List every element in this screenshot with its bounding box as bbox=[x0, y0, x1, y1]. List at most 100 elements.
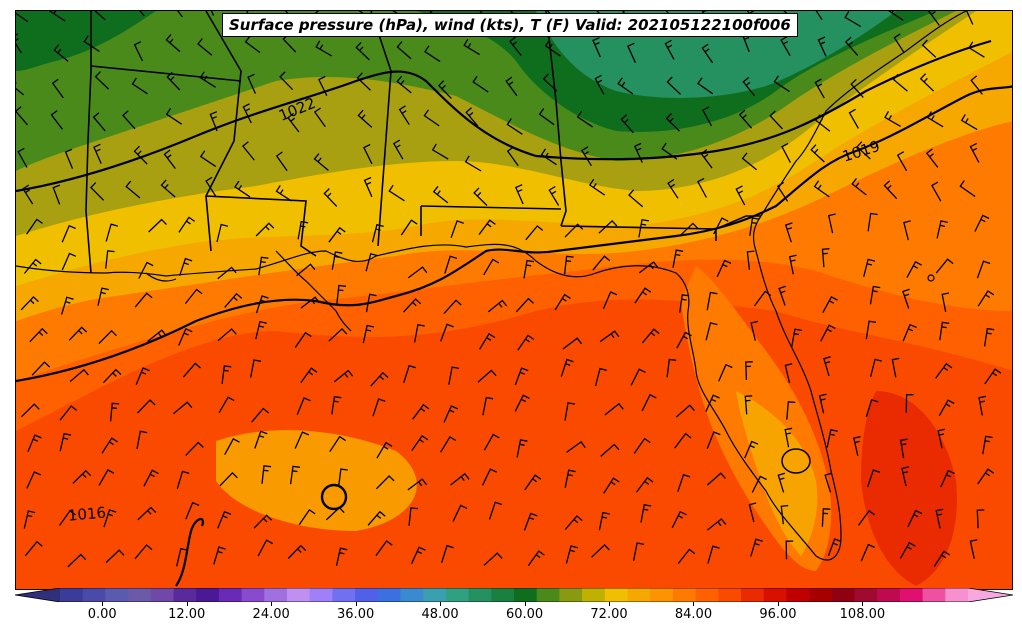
colorbar-swatch bbox=[831, 588, 856, 602]
wind-barb bbox=[604, 402, 624, 416]
wind-barb bbox=[93, 143, 102, 164]
wind-barb bbox=[135, 367, 150, 385]
wind-barb bbox=[59, 405, 78, 421]
wind-barb bbox=[984, 368, 1002, 385]
colorbar-swatch bbox=[150, 588, 175, 602]
wind-barb bbox=[544, 39, 561, 57]
wind-barb bbox=[328, 226, 346, 243]
wind-barb bbox=[219, 471, 238, 487]
wind-barb bbox=[821, 508, 831, 527]
wind-barb bbox=[241, 141, 255, 161]
wind-barb bbox=[514, 394, 530, 412]
wind-barb bbox=[199, 150, 217, 168]
wind-barb bbox=[197, 38, 213, 56]
wind-barb bbox=[938, 399, 955, 417]
wind-barb bbox=[902, 323, 917, 342]
wind-barb bbox=[515, 297, 534, 313]
wind-barb bbox=[20, 295, 39, 311]
wind-barb bbox=[827, 538, 842, 557]
wind-barb bbox=[444, 255, 458, 274]
wind-barb bbox=[810, 144, 825, 163]
wind-barb bbox=[16, 106, 28, 126]
wind-barb bbox=[860, 543, 875, 562]
wind-barb bbox=[176, 470, 190, 489]
wind-barb bbox=[376, 441, 393, 459]
wind-barb bbox=[523, 259, 535, 279]
wind-barb bbox=[666, 358, 677, 378]
wind-barb bbox=[965, 11, 974, 25]
wind-barb bbox=[824, 472, 832, 493]
wind-barb bbox=[863, 258, 876, 277]
wind-barb bbox=[98, 469, 115, 486]
wind-barb bbox=[213, 546, 226, 565]
wind-barb bbox=[105, 250, 115, 269]
wind-barb bbox=[137, 399, 156, 414]
wind-barb bbox=[17, 147, 28, 168]
colorbar-tick-mark bbox=[271, 602, 273, 606]
wind-barb bbox=[935, 508, 944, 529]
wind-barb bbox=[217, 510, 232, 529]
wind-barb bbox=[865, 320, 877, 340]
wind-barb bbox=[23, 258, 42, 274]
wind-barb bbox=[109, 402, 120, 422]
wind-barb bbox=[31, 361, 51, 376]
colorbar-swatch bbox=[582, 588, 606, 602]
wind-barb bbox=[356, 72, 371, 91]
wind-barb bbox=[443, 405, 458, 423]
wind-barb bbox=[331, 395, 342, 415]
wind-barb bbox=[820, 324, 836, 342]
wind-barb bbox=[257, 539, 274, 557]
wind-barb bbox=[899, 541, 916, 559]
map-panel: 1022 1019 1016 bbox=[15, 10, 1013, 590]
colorbar-swatch bbox=[60, 588, 84, 602]
colorbar-swatch bbox=[196, 588, 220, 602]
wind-barb bbox=[20, 403, 40, 418]
wind-barb bbox=[224, 292, 243, 308]
wind-barb bbox=[665, 11, 672, 19]
colorbar-tick-mark bbox=[102, 602, 104, 606]
wind-barb bbox=[700, 148, 713, 169]
wind-barb bbox=[125, 180, 141, 199]
wind-barb bbox=[600, 443, 620, 457]
wind-barb bbox=[335, 547, 348, 566]
wind-barb bbox=[594, 74, 605, 95]
wind-barb bbox=[131, 77, 148, 95]
wind-barb bbox=[565, 545, 578, 564]
wind-barb bbox=[960, 114, 978, 131]
colorbar-swatch bbox=[741, 588, 765, 602]
wind-barb bbox=[50, 110, 63, 130]
wind-barb bbox=[483, 552, 503, 566]
wind-barb bbox=[333, 369, 354, 383]
wind-barb bbox=[294, 331, 312, 348]
wind-barb bbox=[440, 544, 454, 563]
wind-barb bbox=[641, 328, 660, 344]
wind-barb bbox=[179, 257, 193, 276]
wind-barb bbox=[554, 293, 571, 311]
colorbar-swatch bbox=[241, 588, 265, 602]
wind-barb bbox=[523, 512, 538, 531]
wind-barb bbox=[959, 180, 976, 198]
wind-barb bbox=[926, 111, 944, 128]
wind-barb bbox=[60, 296, 74, 315]
wind-barb bbox=[627, 42, 636, 63]
wind-barb bbox=[199, 71, 216, 88]
wind-barb bbox=[750, 320, 759, 341]
wind-barb bbox=[969, 142, 980, 163]
wind-barb bbox=[98, 329, 117, 345]
wind-barb bbox=[450, 220, 464, 239]
wind-barb bbox=[674, 432, 692, 449]
wind-barb bbox=[506, 146, 519, 167]
wind-barb bbox=[122, 110, 136, 130]
wind-barb bbox=[827, 213, 836, 234]
wind-barb bbox=[26, 471, 41, 489]
wind-barb bbox=[941, 292, 950, 313]
colorbar-swatch bbox=[128, 588, 152, 602]
wind-barb bbox=[52, 184, 61, 205]
wind-barb bbox=[679, 222, 699, 237]
colorbar-tick-label: 96.00 bbox=[759, 607, 797, 622]
wind-barb bbox=[296, 263, 316, 277]
wind-barb bbox=[969, 539, 978, 559]
wind-barb bbox=[313, 153, 329, 171]
wind-barb bbox=[735, 185, 746, 206]
wind-barb bbox=[97, 287, 109, 306]
